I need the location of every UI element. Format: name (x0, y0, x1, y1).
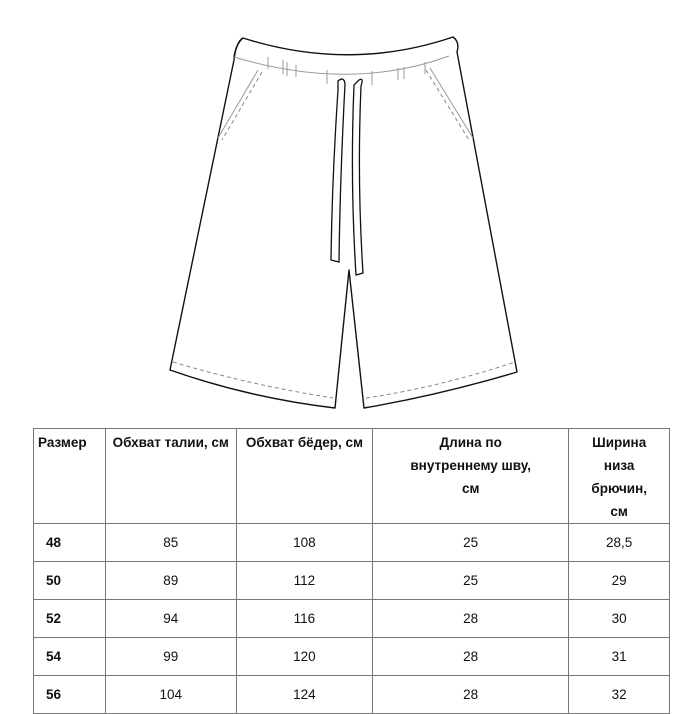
waistband-gathers (267, 57, 426, 85)
cell-waist: 104 (104, 675, 237, 714)
cell-waist: 94 (104, 599, 237, 638)
cell-hips: 124 (235, 675, 374, 714)
cell-inseam: 25 (372, 561, 570, 600)
header-inseam: Длина по внутреннему шву, см (372, 428, 570, 524)
cell-hips: 112 (235, 561, 374, 600)
cell-inseam: 28 (372, 637, 570, 676)
left-hem-stitch (172, 361, 334, 399)
right-hem-stitch (365, 361, 516, 399)
table-row: 48 85 108 25 28,5 (33, 523, 670, 562)
table-row: 52 94 116 28 30 (33, 599, 670, 638)
cell-leg-width: 30 (568, 599, 670, 638)
waistband-top (233, 37, 244, 58)
table-row: 54 99 120 28 31 (33, 637, 670, 676)
cell-waist: 99 (104, 637, 237, 676)
cell-leg-width: 29 (568, 561, 670, 600)
header-leg-width: Ширина низа брючин, см (568, 428, 670, 524)
left-pocket-stitch (221, 71, 263, 141)
header-size: Размер (33, 428, 106, 524)
table-header-row: Размер Обхват талии, см Обхват бёдер, см… (33, 428, 670, 524)
table-row: 50 89 112 25 29 (33, 561, 670, 600)
right-pocket (429, 67, 474, 139)
cell-inseam: 28 (372, 599, 570, 638)
cell-inseam: 25 (372, 523, 570, 562)
left-pocket (217, 69, 259, 139)
cell-waist: 85 (104, 523, 237, 562)
cell-hips: 120 (235, 637, 374, 676)
drawstring-left (330, 78, 346, 263)
cell-leg-width: 31 (568, 637, 670, 676)
waistband-bottom (233, 55, 450, 75)
shorts-outline (169, 36, 518, 409)
table-row: 56 104 124 28 32 (33, 675, 670, 714)
header-hips: Обхват бёдер, см (235, 428, 374, 524)
cell-inseam: 28 (372, 675, 570, 714)
cell-hips: 116 (235, 599, 374, 638)
cell-size: 56 (33, 675, 106, 714)
cell-waist: 89 (104, 561, 237, 600)
cell-leg-width: 28,5 (568, 523, 670, 562)
size-chart-table: Размер Обхват талии, см Обхват бёдер, см… (33, 428, 670, 714)
header-waist: Обхват талии, см (104, 428, 237, 524)
shorts-illustration (169, 36, 518, 409)
cell-size: 48 (33, 523, 106, 562)
cell-hips: 108 (235, 523, 374, 562)
cell-size: 54 (33, 637, 106, 676)
cell-size: 52 (33, 599, 106, 638)
drawstring-right (351, 78, 364, 276)
cell-size: 50 (33, 561, 106, 600)
cell-leg-width: 32 (568, 675, 670, 714)
